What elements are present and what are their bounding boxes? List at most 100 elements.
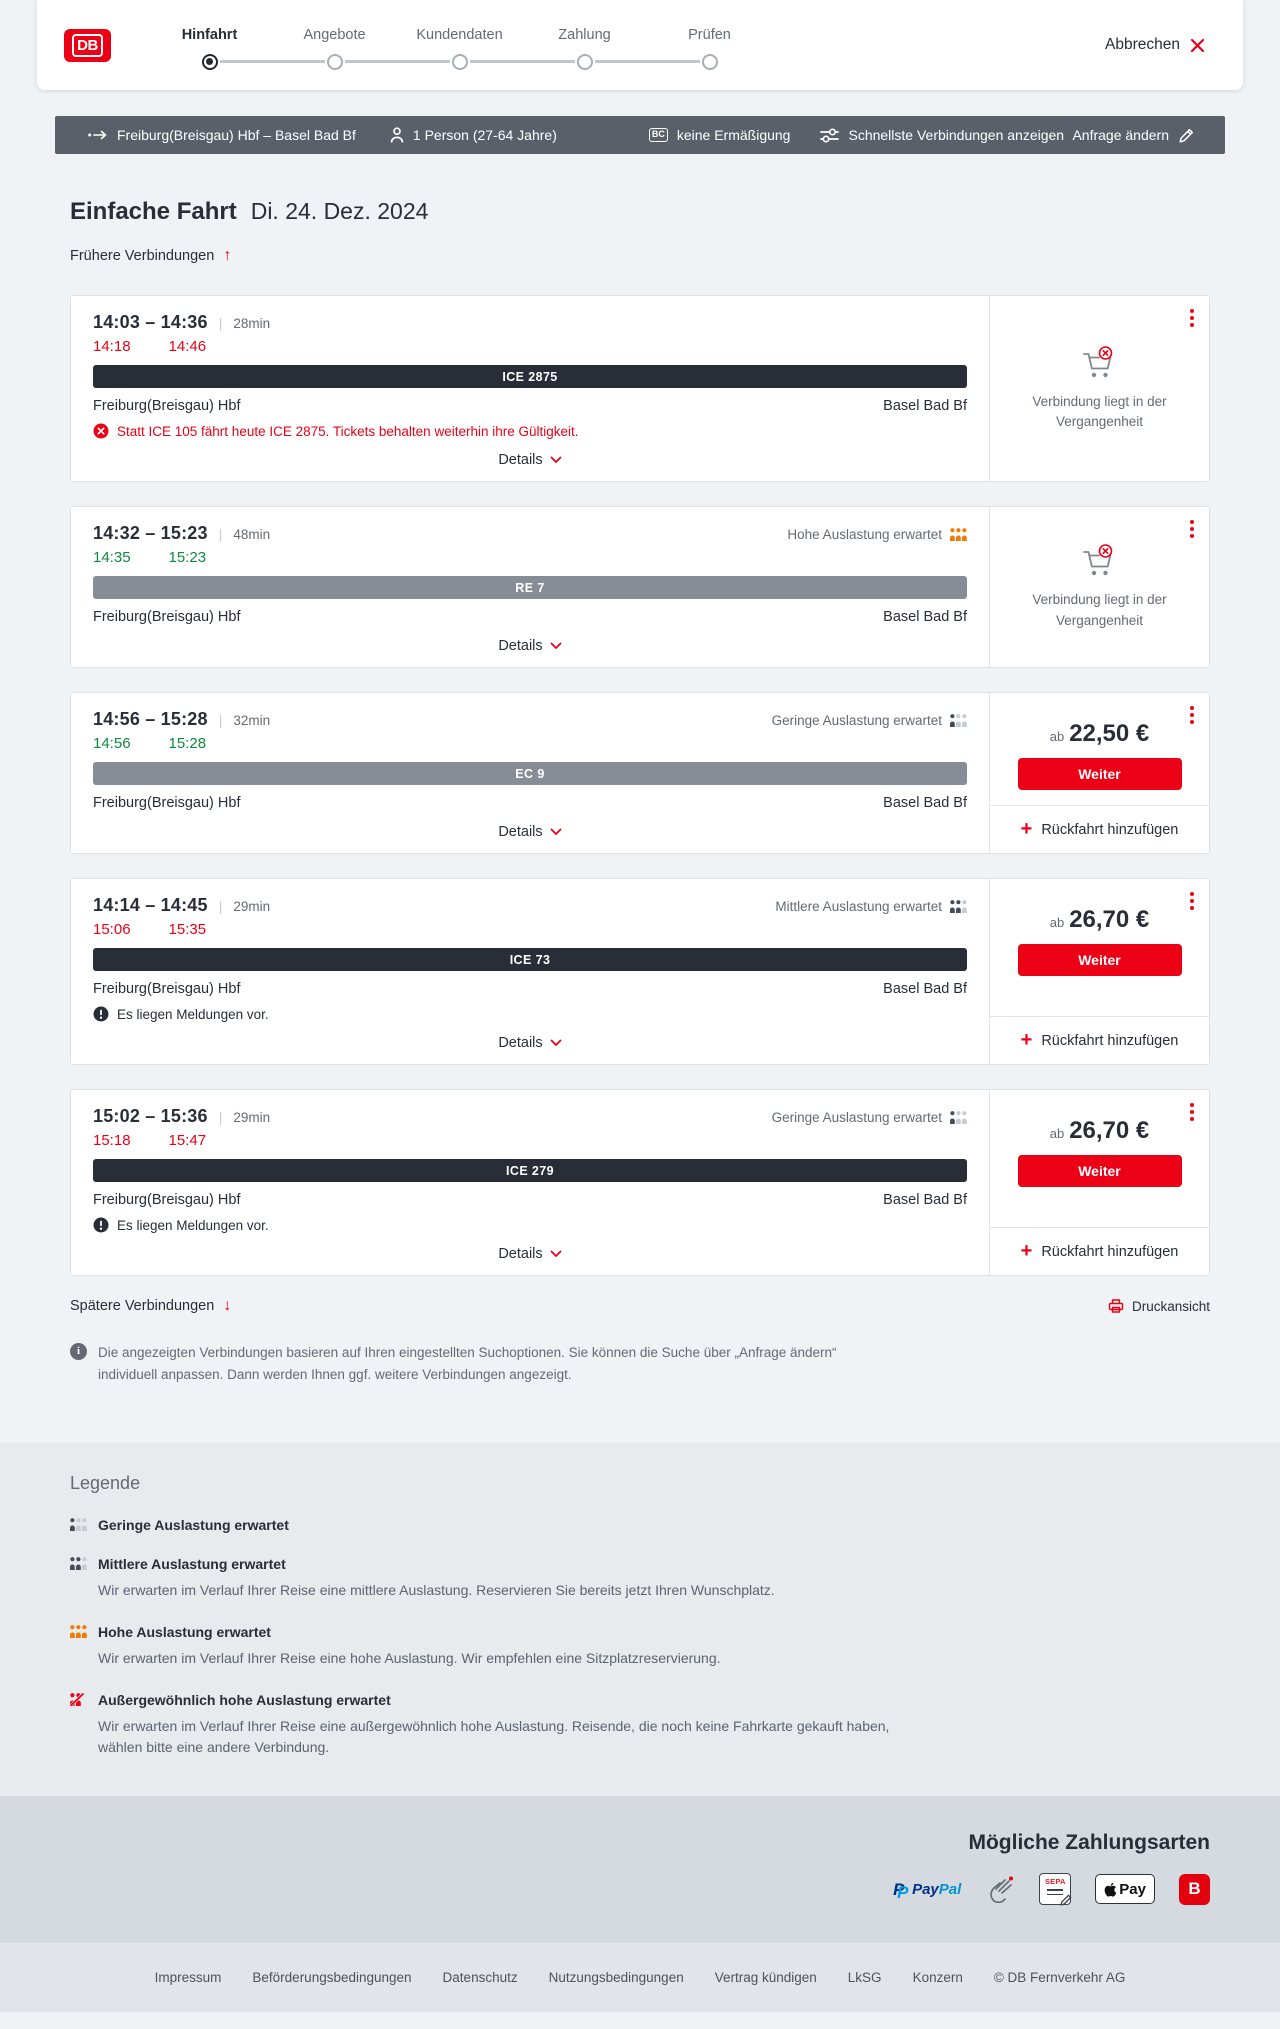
b-badge-icon: B	[1179, 1873, 1210, 1905]
occupancy-text: Hohe Auslastung erwartet	[787, 527, 942, 542]
details-toggle[interactable]: Details	[93, 625, 967, 657]
step-label: Kundendaten	[416, 26, 503, 43]
error-text: Statt ICE 105 fährt heute ICE 2875. Tick…	[117, 423, 579, 439]
trip-date: Di. 24. Dez. 2024	[250, 198, 429, 224]
duration: 48min	[233, 527, 271, 542]
details-toggle[interactable]: Details	[93, 439, 967, 471]
weiter-button[interactable]: Weiter	[1017, 1155, 1182, 1187]
price: 26,70 €	[1069, 1117, 1150, 1144]
footer-link-datenschutz[interactable]: Datenschutz	[442, 1970, 518, 1986]
details-toggle[interactable]: Details	[93, 1022, 967, 1054]
chevron-down-icon	[550, 1039, 562, 1047]
fastest-connections-toggle[interactable]: Schnellste Verbindungen anzeigen	[820, 127, 1064, 143]
footer-link-lksg[interactable]: LkSG	[847, 1970, 882, 1986]
passengers-summary: 1 Person (27-64 Jahre)	[390, 127, 557, 143]
realtime-departure: 14:56	[93, 735, 131, 752]
occupancy-high-icon	[70, 1625, 87, 1639]
footer-link-befoerderungsbedingungen[interactable]: Beförderungsbedingungen	[252, 1970, 412, 1986]
destination-station: Basel Bad Bf	[883, 609, 967, 625]
footer-link-impressum[interactable]: Impressum	[154, 1970, 222, 1986]
print-view-button[interactable]: Druckansicht	[1108, 1298, 1210, 1314]
add-return-button[interactable]: + Rückfahrt hinzufügen	[990, 1227, 1209, 1275]
occupancy-label: Geringe Auslastung erwartet	[772, 1110, 967, 1125]
connection-main: 15:02 – 15:36 | 29min Geringe Auslastung…	[71, 1090, 989, 1275]
kebab-menu-button[interactable]	[1186, 702, 1198, 728]
origin-station: Freiburg(Breisgau) Hbf	[93, 795, 241, 811]
occupancy-icon	[950, 714, 967, 727]
divider: |	[218, 526, 223, 542]
origin-station: Freiburg(Breisgau) Hbf	[93, 609, 241, 625]
one-way-icon	[88, 130, 107, 140]
cart-unavailable-icon	[1082, 544, 1112, 576]
origin-station: Freiburg(Breisgau) Hbf	[93, 981, 241, 997]
kebab-menu-button[interactable]	[1186, 1099, 1198, 1125]
kebab-menu-button[interactable]	[1186, 516, 1198, 542]
step-hinfahrt[interactable]: Hinfahrt	[147, 26, 325, 70]
divider: |	[218, 315, 223, 331]
past-connection-text: Verbindung liegt in der Vergangenheit	[1032, 393, 1167, 429]
footer-link-konzern[interactable]: Konzern	[912, 1970, 963, 1986]
divider: |	[218, 712, 223, 728]
step-angebote[interactable]: Angebote	[272, 26, 450, 70]
payment-icons: P P Pay Pal SEPA Pay B	[70, 1873, 1210, 1906]
cancel-button[interactable]: Abbrechen	[1105, 36, 1205, 54]
realtime-times: 15:06 15:35	[93, 921, 967, 938]
legend-item: Außergewöhnlich hohe Auslastung erwartet	[70, 1692, 1210, 1708]
duration: 29min	[233, 1110, 271, 1125]
destination-station: Basel Bad Bf	[883, 1192, 967, 1208]
price-prefix: ab	[1049, 1126, 1065, 1141]
details-toggle[interactable]: Details	[93, 1233, 967, 1265]
add-return-label: Rückfahrt hinzufügen	[1041, 821, 1179, 838]
sepa-lastschrift-icon: SEPA	[1039, 1873, 1072, 1906]
step-pruefen[interactable]: Prüfen	[647, 27, 772, 70]
plus-icon: +	[1020, 1028, 1033, 1051]
occupancy-label: Mittlere Auslastung erwartet	[775, 899, 967, 914]
cancel-label: Abbrechen	[1105, 36, 1180, 53]
realtime-times: 14:35 15:23	[93, 549, 967, 566]
divider: |	[218, 1109, 223, 1125]
weiter-button[interactable]: Weiter	[1017, 944, 1182, 976]
later-connections-link[interactable]: Spätere Verbindungen ↓	[70, 1298, 231, 1315]
step-zahlung[interactable]: Zahlung	[522, 27, 700, 70]
footer-link-vertrag-kuendigen[interactable]: Vertrag kündigen	[714, 1970, 817, 1986]
price-prefix: ab	[1049, 729, 1065, 744]
past-connection-text: Verbindung liegt in der Vergangenheit	[1032, 592, 1167, 628]
results-content: Einfache Fahrt Di. 24. Dez. 2024 Frühere…	[70, 198, 1210, 1385]
earlier-connections-link[interactable]: Frühere Verbindungen ↑	[70, 248, 231, 265]
connection-card: 14:32 – 15:23 | 48min Hohe Auslastung er…	[70, 506, 1210, 668]
train-number: ICE 2875	[502, 369, 558, 384]
details-label: Details	[498, 638, 543, 654]
notice-message: Es liegen Meldungen vor.	[93, 1217, 967, 1233]
details-toggle[interactable]: Details	[93, 811, 967, 843]
realtime-times: 14:56 15:28	[93, 735, 967, 752]
add-return-button[interactable]: + Rückfahrt hinzufügen	[990, 1016, 1209, 1064]
info-icon: i	[70, 1343, 87, 1360]
change-request-button[interactable]: Anfrage ändern	[1072, 127, 1195, 144]
kebab-menu-button[interactable]	[1186, 888, 1198, 914]
occupancy-icon	[950, 528, 967, 541]
step-label: Angebote	[303, 26, 366, 43]
cart-unavailable-icon	[1082, 345, 1112, 377]
step-kundendaten[interactable]: Kundendaten	[397, 26, 575, 70]
connection-card: 14:14 – 14:45 | 29min Mittlere Auslastun…	[70, 878, 1210, 1065]
payment-section: Mögliche Zahlungsarten P P Pay Pal SEPA Pay…	[0, 1796, 1280, 1944]
occupancy-mid-icon	[70, 1557, 87, 1571]
add-return-button[interactable]: + Rückfahrt hinzufügen	[990, 805, 1209, 853]
connection-card: 14:03 – 14:36 | 28min 14:18 14:46 ICE 28…	[70, 295, 1210, 482]
train-label-bar: RE 7	[93, 576, 967, 599]
legend-item: Hohe Auslastung erwartet	[70, 1624, 1210, 1640]
later-connections-label: Spätere Verbindungen	[70, 1298, 215, 1314]
printer-icon	[1108, 1299, 1124, 1313]
close-icon	[1190, 38, 1205, 52]
chevron-down-icon	[550, 642, 562, 650]
person-icon	[390, 127, 404, 143]
realtime-arrival: 15:35	[168, 921, 207, 938]
plus-icon: +	[1020, 1239, 1033, 1262]
kebab-menu-button[interactable]	[1186, 305, 1198, 331]
details-label: Details	[498, 1246, 543, 1262]
step-label: Hinfahrt	[181, 26, 238, 43]
weiter-button[interactable]: Weiter	[1017, 758, 1182, 790]
step-node-active	[201, 53, 218, 70]
footer-link-nutzungsbedingungen[interactable]: Nutzungsbedingungen	[548, 1970, 684, 1986]
chevron-down-icon	[550, 1250, 562, 1258]
